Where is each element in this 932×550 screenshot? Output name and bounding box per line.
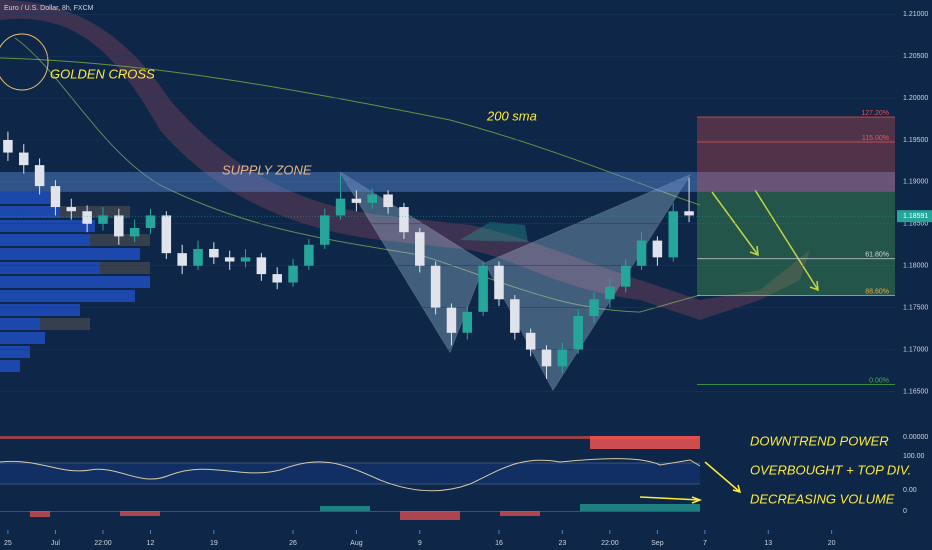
candle-body [541,349,552,367]
candle-body [462,311,473,333]
candle-body [367,194,378,203]
x-tick-label: 16 [495,540,503,547]
x-tick-label: 9 [418,540,422,547]
x-tick-label: Jul [51,540,60,547]
candle-body [304,244,314,266]
x-tick-label: 12 [147,540,155,547]
x-tick-label: 13 [764,540,772,547]
candle-body [684,211,694,216]
candle-body [161,215,172,254]
candle-body [3,139,13,153]
x-tick-label: 22:00 [601,540,619,547]
candle-body [557,349,568,367]
x-tick-label: 25 [4,540,12,547]
candle-body [98,215,108,224]
candle-body [240,257,251,262]
x-tick-label: Sep [651,540,664,547]
target-box [696,191,895,296]
ichimoku-cloud-green [460,222,528,242]
candle-body [209,248,219,258]
candle-body [478,265,488,312]
candle-body [652,240,663,258]
sma-50 [14,37,701,313]
lower-panes [0,436,742,520]
candle-body [430,265,441,308]
fib-label: 88.60% [865,288,889,295]
candle-body [494,265,504,300]
candle-body [319,215,330,245]
fib-label: 0.00% [869,377,889,384]
candle-body [668,211,678,258]
candle-body [256,257,267,275]
candle-body [50,186,61,208]
y-tick-label: 1.20500 [903,53,928,60]
candle-body [351,198,362,203]
x-tick-label: Aug [350,540,363,547]
pane-label: 0.00 [903,487,917,494]
fib-label: 115.00% [862,135,889,142]
candle-body [19,152,29,166]
chart-title: Euro / U.S. Dollar, 8h, FXCM [4,5,94,12]
sma-200 [0,57,701,206]
fib-label: 61.80% [865,252,889,259]
candle-body [399,207,409,233]
y-tick-label: 1.17000 [903,346,928,353]
candle-body [177,253,187,266]
supply-zone [0,171,895,192]
candle-body [446,307,457,333]
candle-body [66,207,77,212]
candle-body [525,332,536,350]
y-tick-label: 1.21000 [903,11,928,18]
current-price-label: 1.18591 [903,213,928,220]
annotation-golden-cross: GOLDEN CROSS [50,66,155,81]
candle-body [145,215,156,229]
x-tick-label: 19 [210,540,218,547]
y-tick-label: 1.19500 [903,137,928,144]
fib-label: 127.20% [861,110,889,117]
candle-body [114,215,124,237]
y-tick-label: 1.18500 [903,221,928,228]
annotation-volume: DECREASING VOLUME [750,491,895,506]
x-tick-label: 20 [828,540,836,547]
candle-body [620,265,631,287]
supply-zone-label: SUPPLY ZONE [222,162,312,177]
x-tick-label: 23 [558,540,566,547]
trend-arrows [711,189,819,292]
annotation-sma: 200 sma [486,108,537,123]
y-tick-label: 1.20000 [903,95,928,102]
candle-body [224,257,235,262]
ichimoku-cloud [0,0,810,320]
y-tick-label: 1.18000 [903,263,928,270]
annotation-downtrend: DOWNTREND POWER [750,433,889,448]
y-tick-label: 1.16500 [903,388,928,395]
candle-body [589,299,599,317]
candle-body [193,248,203,266]
candle-body [272,274,282,283]
pane-label: 0 [903,508,907,515]
candle-body [34,165,45,187]
candle-body [129,228,140,237]
x-tick-label: 26 [289,540,297,547]
candle-body [605,286,615,300]
current-price-tag [897,210,932,223]
candle-body [383,194,393,208]
pane-label: 100.00 [903,453,925,460]
y-tick-label: 1.17500 [903,304,928,311]
x-tick-label: 22:00 [94,540,112,547]
annotation-overbought: OVERBOUGHT + TOP DIV. [750,462,911,477]
candle-body [636,240,647,266]
golden-cross-circle [0,33,49,91]
x-tick-label: 7 [703,540,707,547]
candle-body [82,211,92,224]
candle-body [288,265,298,283]
stop-box [696,117,895,192]
candle-body [573,316,583,350]
candle-body [510,299,520,333]
pane-label: 0.00000 [903,434,928,441]
candle-body [415,232,425,266]
candle-body [335,198,346,216]
y-tick-label: 1.19000 [903,179,928,186]
